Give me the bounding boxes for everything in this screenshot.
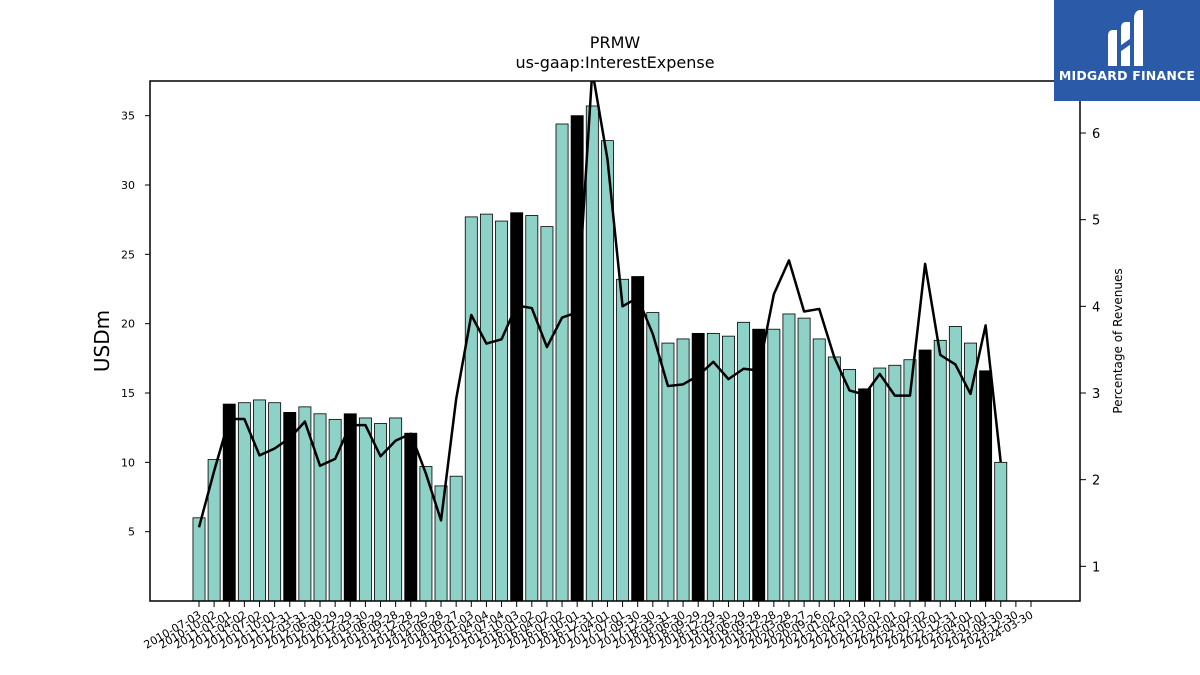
bar <box>237 402 251 602</box>
y-tick-label: 35 <box>121 110 135 123</box>
midgard-finance-logo: MIDGARD FINANCE <box>1054 0 1200 101</box>
y-tick-label: 5 <box>128 526 135 539</box>
logo-mark-icon <box>1108 10 1143 66</box>
bar <box>570 115 584 602</box>
bar <box>964 342 977 602</box>
bar <box>858 388 872 602</box>
bar <box>691 332 705 602</box>
bar <box>646 312 660 602</box>
y-tick-label: 20 <box>121 318 135 331</box>
bar <box>510 212 524 602</box>
pct-of-revenues-line <box>197 81 1002 528</box>
y2-tick-label: 4 <box>1092 300 1100 315</box>
bars-group <box>192 105 1008 602</box>
y-tick-label: 10 <box>121 456 135 469</box>
bar <box>737 321 751 602</box>
y-tick-label: 30 <box>121 179 135 192</box>
y2-axis-label: Percentage of Revenues <box>1111 268 1125 413</box>
chart-title: PRMW <box>590 33 641 52</box>
bar <box>449 475 463 602</box>
y-axis-ticks: 5 10 15 20 25 30 35 <box>121 110 150 539</box>
bar <box>358 417 372 602</box>
bar <box>313 413 327 602</box>
bar <box>434 485 448 602</box>
bar <box>994 461 1008 602</box>
bar <box>873 367 887 602</box>
logo-text: MIDGARD FINANCE <box>1058 68 1196 83</box>
bar <box>827 356 841 602</box>
bar <box>767 328 781 602</box>
bar <box>268 402 282 602</box>
bar <box>948 326 962 602</box>
y2-tick-label: 2 <box>1092 474 1100 489</box>
bar <box>555 123 569 602</box>
bar <box>706 332 720 602</box>
plot-frame <box>149 80 1081 602</box>
pct-line-group <box>197 81 1002 528</box>
bar <box>464 216 478 602</box>
bar <box>812 338 826 602</box>
bar <box>525 215 539 602</box>
bar <box>192 517 206 602</box>
bar <box>933 339 947 602</box>
bar <box>631 276 645 602</box>
bar <box>540 226 554 602</box>
y-tick-label: 25 <box>121 248 135 261</box>
bar <box>207 459 221 602</box>
y2-tick-label: 3 <box>1092 387 1100 402</box>
bar <box>585 105 599 602</box>
x-axis-ticks: 2010-07-032010-10-022011-01-012011-04-02… <box>142 601 1036 652</box>
y2-tick-label: 5 <box>1092 214 1100 229</box>
chart-subtitle: us-gaap:InterestExpense <box>515 53 714 72</box>
bar <box>888 364 902 602</box>
bar <box>343 413 357 602</box>
bar <box>495 220 508 602</box>
y2-axis-ticks: 1 2 3 4 5 6 <box>1080 127 1100 575</box>
bar <box>797 317 811 602</box>
bar <box>979 370 993 602</box>
bar <box>782 313 796 602</box>
bar <box>616 278 630 602</box>
bar <box>253 399 266 602</box>
y2-tick-label: 1 <box>1092 560 1100 575</box>
y-axis-label: USDm <box>90 310 114 372</box>
bar <box>404 432 418 602</box>
bar <box>676 338 690 602</box>
y2-tick-label: 6 <box>1092 127 1100 142</box>
bar <box>918 349 932 602</box>
bar <box>479 213 493 602</box>
y-tick-label: 15 <box>121 387 135 400</box>
bar <box>843 369 856 602</box>
